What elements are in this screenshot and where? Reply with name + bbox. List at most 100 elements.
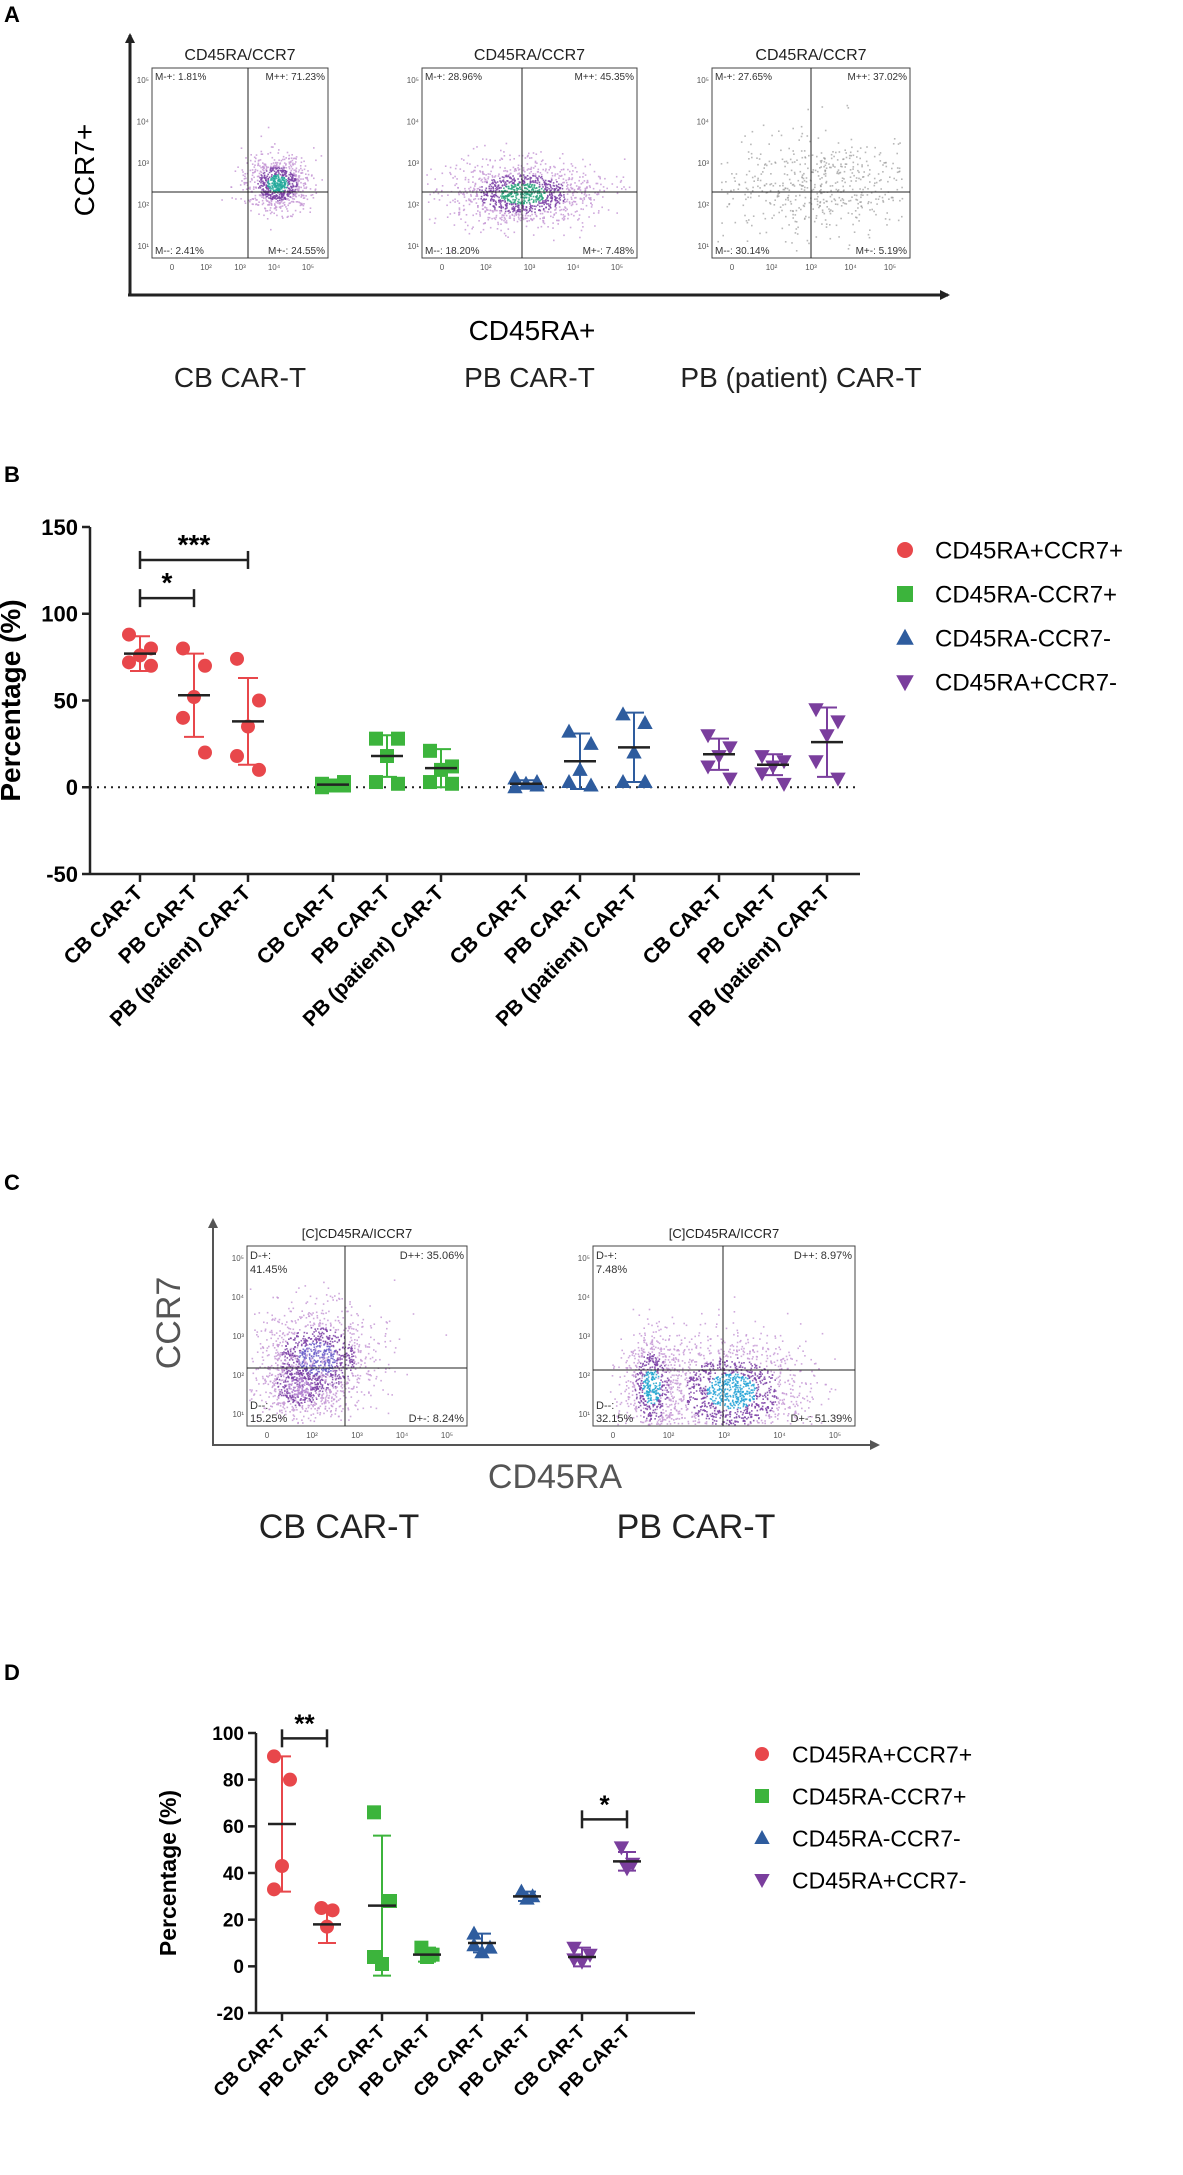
flow-event-dot: [545, 202, 547, 204]
flow-event-dot: [280, 1416, 282, 1418]
flow-event-dot: [259, 170, 262, 173]
flow-event-dot: [511, 208, 514, 210]
flow-event-dot: [896, 152, 898, 155]
flow-event-dot: [304, 1399, 306, 1401]
flow-event-dot: [297, 1396, 299, 1398]
flow-event-dot: [790, 169, 793, 172]
flow-event-dot: [349, 1303, 351, 1305]
flow-event-dot: [508, 209, 510, 212]
flow-event-dot: [357, 1324, 359, 1326]
flow-event-dot: [272, 167, 275, 170]
flow-event-dot: [270, 175, 273, 178]
flow-event-dot: [305, 1370, 307, 1373]
flow-event-dot: [275, 165, 278, 167]
flow-event-dot: [750, 1367, 753, 1370]
flow-event-dot: [327, 1400, 329, 1402]
flow-plot-frame: [421, 67, 638, 259]
flow-event-dot: [548, 208, 550, 211]
flow-event-dot: [513, 182, 515, 185]
flow-event-dot: [257, 162, 260, 165]
flow-event-dot: [277, 1373, 279, 1376]
flow-event-dot: [292, 1307, 295, 1310]
flow-event-dot: [734, 1420, 736, 1422]
flow-event-dot: [301, 1389, 304, 1391]
flow-event-dot: [524, 200, 526, 202]
flow-event-dot: [597, 193, 600, 195]
flow-event-dot: [319, 1356, 321, 1359]
flow-event-dot: [253, 1393, 256, 1395]
flow-event-dot: [351, 1364, 354, 1366]
flow-event-dot: [317, 1376, 320, 1378]
flow-event-dot: [829, 212, 832, 215]
flow-event-dot: [554, 174, 556, 177]
flow-y-tick-label: 10¹: [697, 242, 709, 251]
flow-event-dot: [310, 1358, 313, 1360]
flow-event-dot: [813, 1363, 816, 1365]
flow-event-dot: [306, 1332, 308, 1334]
flow-event-dot: [295, 179, 297, 181]
flow-event-dot: [494, 218, 497, 221]
flow-event-dot: [579, 189, 582, 191]
flow-event-dot: [458, 202, 461, 204]
flow-event-dot: [305, 1340, 307, 1342]
flow-event-dot: [292, 1347, 295, 1350]
flow-event-dot: [313, 1381, 316, 1384]
flow-event-dot: [504, 189, 506, 192]
flow-event-dot: [842, 190, 845, 192]
flow-event-dot: [330, 1355, 332, 1357]
flow-event-dot: [266, 166, 268, 168]
flow-event-dot: [349, 1341, 351, 1343]
flow-event-dot: [277, 1376, 280, 1378]
flow-event-dot: [290, 1377, 293, 1380]
flow-event-dot: [557, 223, 559, 225]
flow-event-dot: [286, 179, 289, 182]
flow-event-dot: [837, 190, 839, 192]
flow-event-dot: [721, 1373, 723, 1376]
flow-event-dot: [277, 182, 279, 184]
flow-event-dot: [280, 1359, 282, 1362]
flow-event-dot: [281, 1336, 283, 1339]
flow-event-dot: [734, 221, 737, 224]
flow-event-dot: [300, 178, 302, 180]
flow-event-dot: [322, 1375, 325, 1377]
flow-event-dot: [273, 1355, 276, 1358]
flow-event-dot: [295, 1418, 298, 1420]
flow-event-dot: [299, 1399, 302, 1401]
flow-event-dot: [793, 1412, 796, 1415]
flow-y-tick-label: 10⁴: [697, 118, 710, 127]
flow-event-dot: [387, 1393, 389, 1396]
flow-event-dot: [310, 1387, 312, 1390]
flow-event-dot: [530, 193, 533, 195]
flow-event-dot: [284, 1372, 287, 1374]
flow-event-dot: [354, 1339, 356, 1341]
flow-event-dot: [235, 198, 237, 200]
flow-event-dot: [303, 1314, 305, 1317]
flow-event-dot: [501, 219, 503, 221]
flow-event-dot: [525, 197, 528, 199]
flow-event-dot: [530, 184, 533, 186]
flow-event-dot: [276, 187, 279, 189]
flow-event-dot: [307, 170, 309, 172]
flow-event-dot: [325, 1400, 327, 1402]
flow-event-dot: [699, 1380, 702, 1382]
flow-event-dot: [518, 182, 521, 184]
flow-event-dot: [284, 1363, 286, 1365]
flow-event-dot: [764, 1422, 766, 1425]
flow-event-dot: [341, 1362, 343, 1364]
flow-event-dot: [628, 186, 631, 189]
flow-event-dot: [358, 1344, 361, 1346]
flow-event-dot: [533, 184, 536, 186]
flow-event-dot: [522, 218, 525, 221]
flow-event-dot: [314, 1360, 317, 1362]
flow-event-dot: [483, 194, 485, 197]
flow-event-dot: [291, 1419, 294, 1422]
flow-event-dot: [512, 182, 514, 184]
flow-event-dot: [261, 153, 264, 155]
flow-event-dot: [258, 175, 260, 178]
flow-event-dot: [328, 1401, 330, 1404]
flow-event-dot: [526, 217, 528, 219]
flow-event-dot: [501, 199, 503, 202]
flow-event-dot: [310, 1382, 312, 1384]
flow-event-dot: [295, 195, 298, 198]
flow-event-dot: [304, 1355, 307, 1357]
